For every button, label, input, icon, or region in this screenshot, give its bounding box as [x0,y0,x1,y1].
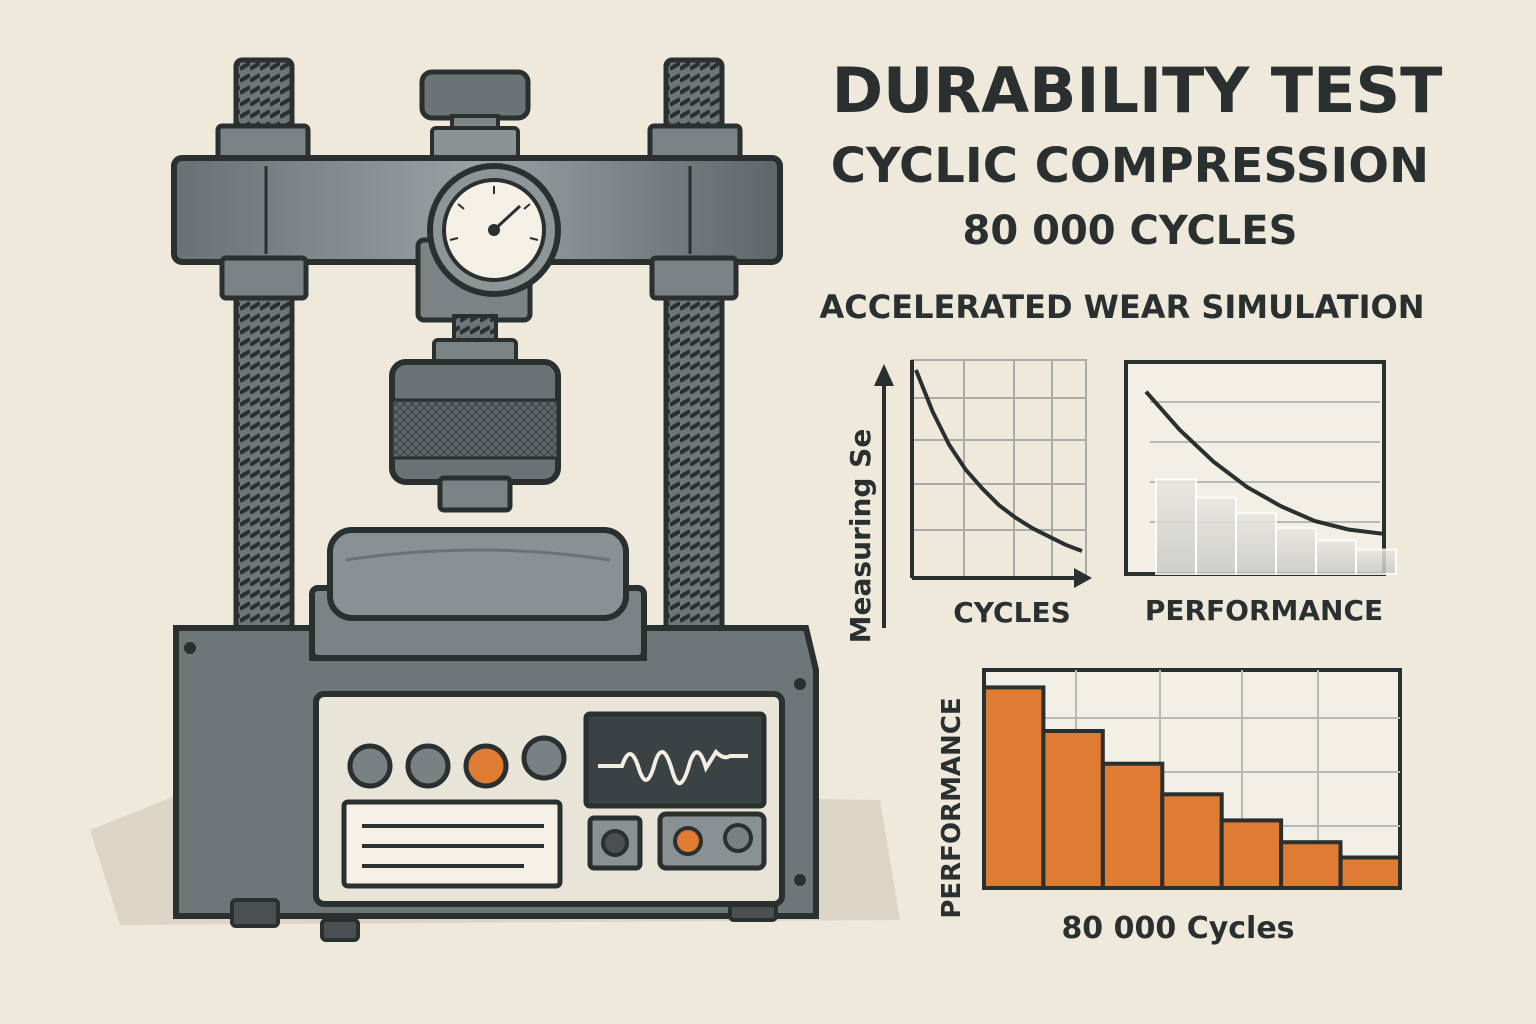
control-switch[interactable] [601,829,629,857]
panel-button-2[interactable] [405,743,451,789]
chart3-bar-3 [1100,761,1165,891]
left-lower-nut [219,255,309,301]
section-heading: ACCELERATED WEAR SIMULATION [819,288,1424,326]
chart1-x-label: CYCLES [953,596,1071,629]
panel-button-orange[interactable] [463,743,509,789]
waveform-display [583,711,767,809]
performance-bar-chart: 80 000 Cycles PERFORMANCE [937,668,1402,946]
page-title: DURABILITY TEST [832,54,1443,127]
chart2-series-line [1144,390,1383,536]
control-button-gray[interactable] [723,823,753,853]
top-adjust-knob [419,69,531,121]
ram-press-head [437,475,513,513]
chart3-bar-7 [1338,855,1402,890]
waveform-icon [598,748,748,785]
panel-buttons [347,735,567,789]
performance-curve-chart: PERFORMANCE [1124,360,1397,627]
decay-curve-chart: CYCLES Measuring Se [844,359,1092,644]
chart1-y-label: Measuring Se [844,429,877,644]
chart3-bars [982,685,1402,891]
chart2-bars [1155,478,1397,576]
chart1-series-line [914,369,1083,553]
ram-knurled-grip [390,398,560,460]
chart2-bar-1 [1155,478,1197,575]
right-lower-nut [649,255,739,301]
chart3-bar-1 [982,685,1046,891]
chart1-x-arrow-head [1074,568,1092,588]
chart2-bar-3 [1235,511,1277,575]
test-sample-block [327,527,629,621]
chart1-y-arrow-head [874,364,894,386]
page-subtitle: CYCLIC COMPRESSION [831,138,1429,194]
chart1-plot-area [911,359,1087,579]
chart3-bar-5 [1219,818,1284,891]
chart3-bar-6 [1279,840,1343,891]
chart3-y-label: PERFORMANCE [937,697,967,918]
chart3-bar-4 [1160,792,1224,890]
chart2-x-label: PERFORMANCE [1145,594,1383,627]
chart2-bar-5 [1315,539,1357,575]
panel-button-1[interactable] [347,743,393,789]
chart3-bar-2 [1041,729,1105,890]
chart1-grid [912,360,1086,578]
chart2-bar-4 [1275,527,1317,576]
chart2-bar-2 [1195,496,1237,575]
cycles-count: 80 000 CYCLES [963,208,1298,254]
control-button-orange[interactable] [673,826,703,856]
compression-test-machine [90,57,900,942]
chart3-x-label: 80 000 Cycles [1061,911,1294,946]
pressure-gauge-icon [427,163,561,297]
panel-button-4[interactable] [521,735,567,781]
chart2-bar-6 [1355,548,1397,575]
